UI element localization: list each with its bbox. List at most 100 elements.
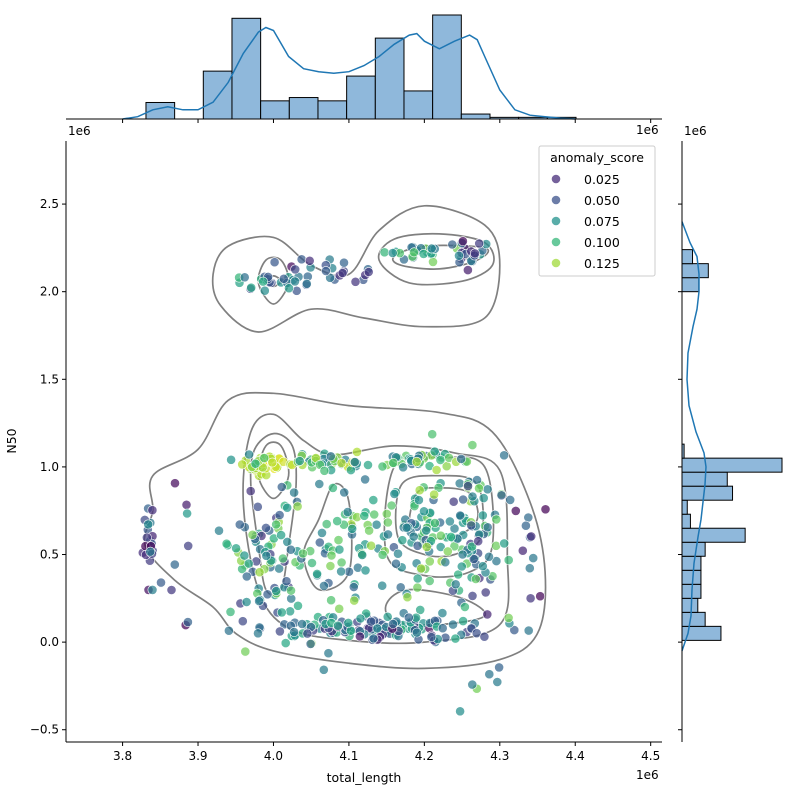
scatter-point bbox=[278, 273, 289, 284]
scatter-point bbox=[347, 523, 358, 534]
scatter-point bbox=[455, 706, 465, 717]
scatter-point bbox=[325, 561, 336, 571]
scatter-point bbox=[496, 490, 507, 501]
scatter-point bbox=[274, 510, 285, 520]
scatter-point bbox=[448, 496, 459, 507]
top-hist-bar bbox=[374, 37, 405, 120]
scatter-point bbox=[254, 596, 264, 606]
scatter-point bbox=[458, 616, 468, 626]
legend-label: 0.125 bbox=[584, 256, 620, 271]
scatter-point bbox=[285, 606, 295, 617]
scatter-point bbox=[269, 257, 280, 268]
scatter-point bbox=[437, 623, 448, 634]
right-hist-bar bbox=[681, 263, 709, 279]
scatter-point bbox=[240, 646, 251, 657]
scatter-point bbox=[348, 582, 359, 592]
scatter-point bbox=[326, 595, 336, 606]
scatter-point bbox=[369, 509, 380, 520]
scatter-point bbox=[336, 458, 347, 468]
scatter-point bbox=[363, 267, 374, 277]
scatter-point bbox=[237, 459, 248, 470]
scatter-point bbox=[535, 591, 546, 602]
scatter-point bbox=[326, 550, 337, 561]
scatter-point bbox=[411, 627, 422, 638]
scatter-point bbox=[372, 623, 383, 634]
scatter-point bbox=[261, 523, 271, 533]
scatter-point bbox=[145, 546, 156, 557]
scatter-point bbox=[225, 607, 236, 617]
scatter-point bbox=[472, 475, 482, 485]
scatter-point bbox=[408, 531, 419, 542]
scatter-point bbox=[284, 283, 294, 294]
axes: 3.8 3.9 4.0 4.1 4.2 4.3 4.4 4.5 −0.5 0.0 0.5 1.0 1.5… bbox=[30, 118, 683, 763]
scatter-point bbox=[491, 556, 502, 566]
scatter-point bbox=[323, 648, 334, 659]
x-axis-label: total_length bbox=[327, 770, 402, 785]
scatter-point bbox=[411, 456, 422, 467]
scatter-point bbox=[414, 485, 425, 496]
scatter-point bbox=[455, 510, 466, 521]
right-hist-bar bbox=[681, 485, 734, 501]
scatter-point bbox=[254, 567, 265, 578]
scatter-point bbox=[442, 546, 453, 557]
x-tick-label: 4.2 bbox=[415, 749, 434, 763]
scatter-point bbox=[419, 506, 429, 517]
scatter-point bbox=[482, 609, 493, 620]
scatter-point bbox=[366, 540, 376, 551]
scatter-point bbox=[454, 250, 464, 261]
scatter-point bbox=[450, 633, 461, 644]
scatter-point bbox=[147, 505, 158, 516]
legend-marker bbox=[551, 174, 561, 184]
scatter-point bbox=[474, 483, 484, 494]
scatter-point bbox=[388, 457, 399, 468]
scatter-point bbox=[363, 460, 373, 470]
scatter-point bbox=[524, 563, 535, 574]
scatter-point bbox=[342, 507, 353, 517]
scatter-point bbox=[398, 462, 408, 473]
scatter-point bbox=[289, 627, 299, 637]
legend-title: anomaly_score bbox=[550, 150, 644, 165]
scatter-point bbox=[424, 576, 435, 586]
right-hist-bar bbox=[681, 499, 688, 515]
scatter-point bbox=[457, 236, 468, 247]
scatter-point bbox=[470, 574, 481, 584]
x-tick-label: 3.8 bbox=[113, 749, 132, 763]
scatter-point bbox=[297, 619, 307, 629]
x-tick-label: 4.4 bbox=[566, 749, 585, 763]
scatter-point bbox=[478, 493, 489, 503]
scatter-point bbox=[350, 276, 361, 287]
scatter-point bbox=[343, 618, 354, 628]
scatter-point bbox=[433, 482, 444, 493]
scatter-point bbox=[377, 461, 388, 472]
scatter-point bbox=[505, 494, 516, 505]
scatter-point bbox=[339, 257, 349, 268]
scatter-point bbox=[427, 429, 438, 440]
scatter-point bbox=[333, 620, 343, 631]
scatter-point bbox=[302, 628, 313, 639]
scatter-point bbox=[467, 491, 478, 502]
scatter-point bbox=[294, 456, 305, 466]
legend-marker bbox=[551, 258, 561, 268]
scatter-point bbox=[360, 565, 371, 576]
scatter-point bbox=[383, 529, 393, 540]
scatter-point bbox=[327, 482, 338, 493]
scatter-point bbox=[245, 486, 256, 496]
scatter-point bbox=[477, 510, 488, 521]
x-tick-label: 4.5 bbox=[641, 749, 660, 763]
scatter-point bbox=[231, 543, 241, 554]
y-axis-label: N50 bbox=[4, 428, 19, 453]
scatter-point bbox=[457, 549, 468, 560]
scatter-point bbox=[377, 549, 388, 560]
scatter-point bbox=[262, 589, 273, 600]
scatter-point bbox=[305, 639, 316, 649]
scatter-point bbox=[386, 500, 397, 511]
scatter-point bbox=[182, 617, 193, 627]
scatter-point bbox=[429, 489, 439, 500]
scatter-point bbox=[382, 611, 393, 622]
scatter-point bbox=[456, 561, 467, 572]
scatter-point bbox=[403, 612, 414, 623]
scatter-point bbox=[450, 579, 461, 590]
scatter-point bbox=[292, 501, 303, 512]
top-hist-bar bbox=[317, 100, 348, 120]
scatter-point bbox=[349, 457, 360, 467]
